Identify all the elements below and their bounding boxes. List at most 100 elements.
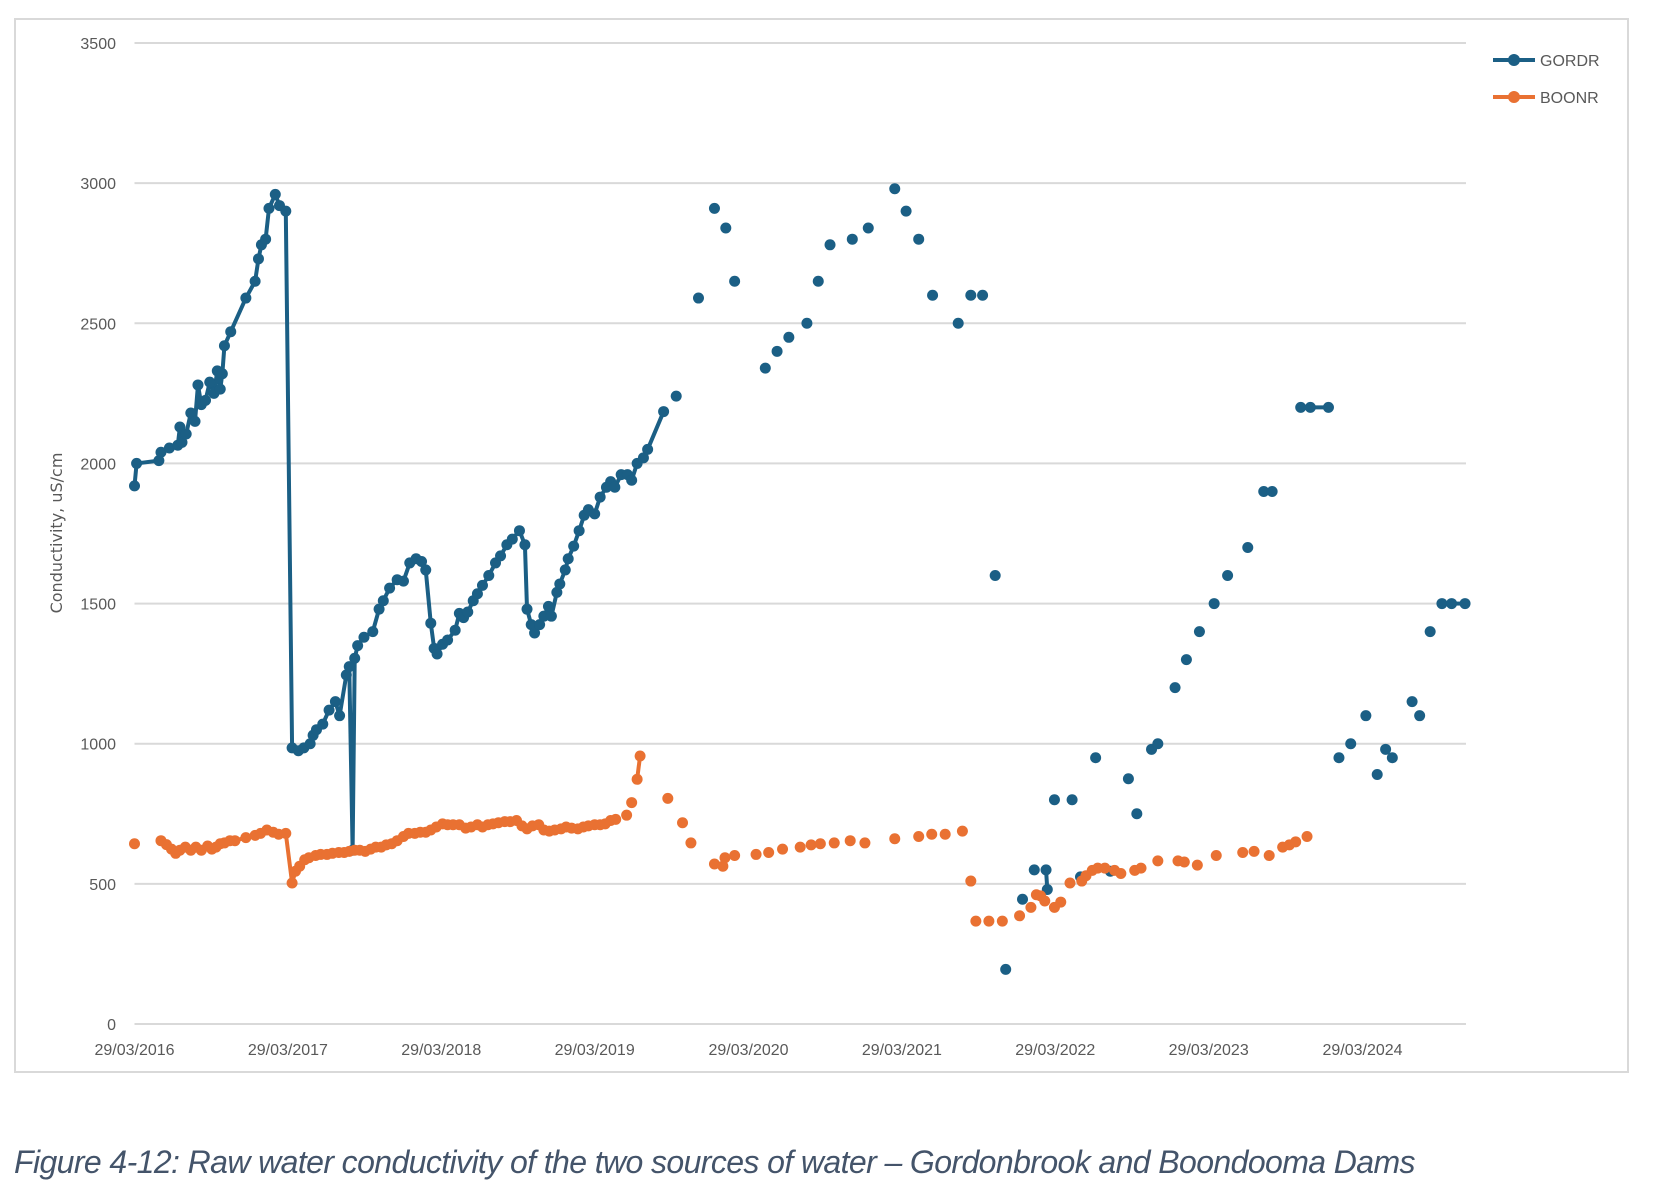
data-point-boonr bbox=[729, 850, 741, 862]
data-point-boonr bbox=[1135, 862, 1147, 874]
data-point-gordr bbox=[562, 553, 574, 565]
data-point-gordr bbox=[1152, 738, 1164, 750]
data-point-gordr bbox=[1446, 598, 1458, 610]
data-point-gordr bbox=[377, 595, 389, 607]
data-point-gordr bbox=[506, 533, 518, 545]
x-tick-label: 29/03/2018 bbox=[401, 1042, 481, 1059]
data-point-gordr bbox=[1386, 752, 1398, 764]
data-point-gordr bbox=[329, 696, 341, 708]
data-point-gordr bbox=[1424, 626, 1436, 638]
data-point-gordr bbox=[249, 275, 261, 287]
data-point-gordr bbox=[280, 205, 292, 217]
data-point-boonr bbox=[939, 828, 951, 840]
data-point-gordr bbox=[425, 617, 437, 629]
figure-caption: Figure 4-12: Raw water conductivity of t… bbox=[14, 1144, 1416, 1180]
data-point-gordr bbox=[397, 575, 409, 587]
data-point-gordr bbox=[1266, 485, 1278, 497]
data-point-gordr bbox=[1048, 794, 1060, 806]
data-point-gordr bbox=[420, 564, 432, 576]
data-point-gordr bbox=[1017, 893, 1029, 905]
data-point-gordr bbox=[642, 443, 654, 455]
data-point-gordr bbox=[913, 233, 925, 245]
data-point-boonr bbox=[1237, 846, 1249, 858]
data-point-gordr bbox=[131, 457, 143, 469]
data-point-gordr bbox=[416, 556, 428, 568]
data-point-gordr bbox=[442, 634, 454, 646]
data-point-gordr bbox=[545, 610, 557, 622]
data-point-gordr bbox=[495, 550, 507, 562]
data-point-boonr bbox=[129, 838, 140, 850]
data-point-gordr bbox=[1414, 710, 1426, 722]
data-point-gordr bbox=[542, 600, 554, 612]
data-point-gordr bbox=[783, 331, 795, 343]
data-point-boonr bbox=[1025, 901, 1037, 913]
data-point-gordr bbox=[554, 578, 566, 590]
data-point-gordr bbox=[519, 539, 531, 551]
data-point-gordr bbox=[927, 289, 939, 301]
x-tick-label: 29/03/2024 bbox=[1322, 1042, 1402, 1059]
data-point-gordr bbox=[900, 205, 912, 217]
data-point-boonr bbox=[229, 835, 241, 847]
y-tick-label: 2500 bbox=[80, 316, 116, 333]
x-tick-label: 29/03/2021 bbox=[862, 1042, 942, 1059]
data-point-gordr bbox=[1193, 626, 1205, 638]
data-point-gordr bbox=[812, 275, 824, 287]
data-point-gordr bbox=[989, 570, 1001, 582]
x-tick-label: 29/03/2019 bbox=[555, 1042, 635, 1059]
data-point-gordr bbox=[260, 233, 272, 245]
data-point-gordr bbox=[529, 627, 541, 639]
data-point-boonr bbox=[1099, 862, 1111, 874]
data-point-boonr bbox=[828, 837, 840, 849]
data-point-boonr bbox=[240, 832, 252, 844]
data-point-gordr bbox=[1131, 808, 1143, 820]
data-point-boonr bbox=[844, 835, 856, 847]
legend-marker-gordr bbox=[1508, 54, 1520, 66]
data-point-gordr bbox=[513, 525, 525, 537]
data-point-gordr bbox=[952, 317, 964, 329]
x-tick-label: 29/03/2022 bbox=[1015, 1042, 1095, 1059]
y-tick-label: 0 bbox=[107, 1017, 116, 1034]
y-tick-label: 2000 bbox=[80, 456, 116, 473]
data-point-boonr bbox=[1039, 895, 1051, 907]
data-point-gordr bbox=[1169, 682, 1181, 694]
data-point-gordr bbox=[1345, 738, 1357, 750]
data-point-boonr bbox=[719, 852, 731, 864]
data-point-gordr bbox=[626, 474, 638, 486]
legend-label-boonr: BOONR bbox=[1540, 90, 1599, 107]
data-point-boonr bbox=[626, 797, 638, 809]
data-point-gordr bbox=[218, 340, 230, 352]
data-point-gordr bbox=[1208, 598, 1220, 610]
data-point-gordr bbox=[352, 640, 364, 652]
data-point-boonr bbox=[1301, 830, 1313, 842]
data-point-boonr bbox=[970, 915, 982, 927]
data-point-boonr bbox=[708, 858, 720, 870]
y-tick-label: 1500 bbox=[80, 597, 116, 614]
y-tick-label: 3500 bbox=[80, 36, 116, 53]
data-point-boonr bbox=[717, 860, 729, 872]
x-axis-ticks: 29/03/2016 29/03/2017 29/03/2018 29/03/2019… bbox=[94, 1042, 1402, 1059]
data-point-gordr bbox=[189, 415, 201, 427]
data-point-gordr bbox=[889, 183, 901, 195]
data-point-gordr bbox=[225, 326, 237, 338]
series-gordr bbox=[129, 183, 1471, 975]
data-point-gordr bbox=[1295, 401, 1307, 413]
data-point-gordr bbox=[594, 491, 606, 503]
data-point-boonr bbox=[1178, 856, 1190, 868]
data-point-gordr bbox=[471, 588, 483, 600]
data-point-gordr bbox=[252, 253, 264, 265]
data-point-gordr bbox=[476, 579, 488, 591]
chart-frame bbox=[14, 18, 1629, 1073]
data-point-boonr bbox=[1210, 850, 1222, 862]
data-point-boonr bbox=[913, 830, 925, 842]
data-point-gordr bbox=[174, 421, 186, 433]
data-point-gordr bbox=[846, 233, 858, 245]
data-point-boonr bbox=[286, 877, 298, 889]
data-point-boonr bbox=[634, 750, 646, 762]
data-point-gordr bbox=[1459, 598, 1471, 610]
data-point-gordr bbox=[573, 525, 585, 537]
data-point-gordr bbox=[977, 289, 989, 301]
data-point-gordr bbox=[538, 610, 550, 622]
gridlines bbox=[134, 42, 1466, 1025]
data-point-boonr bbox=[926, 828, 938, 840]
